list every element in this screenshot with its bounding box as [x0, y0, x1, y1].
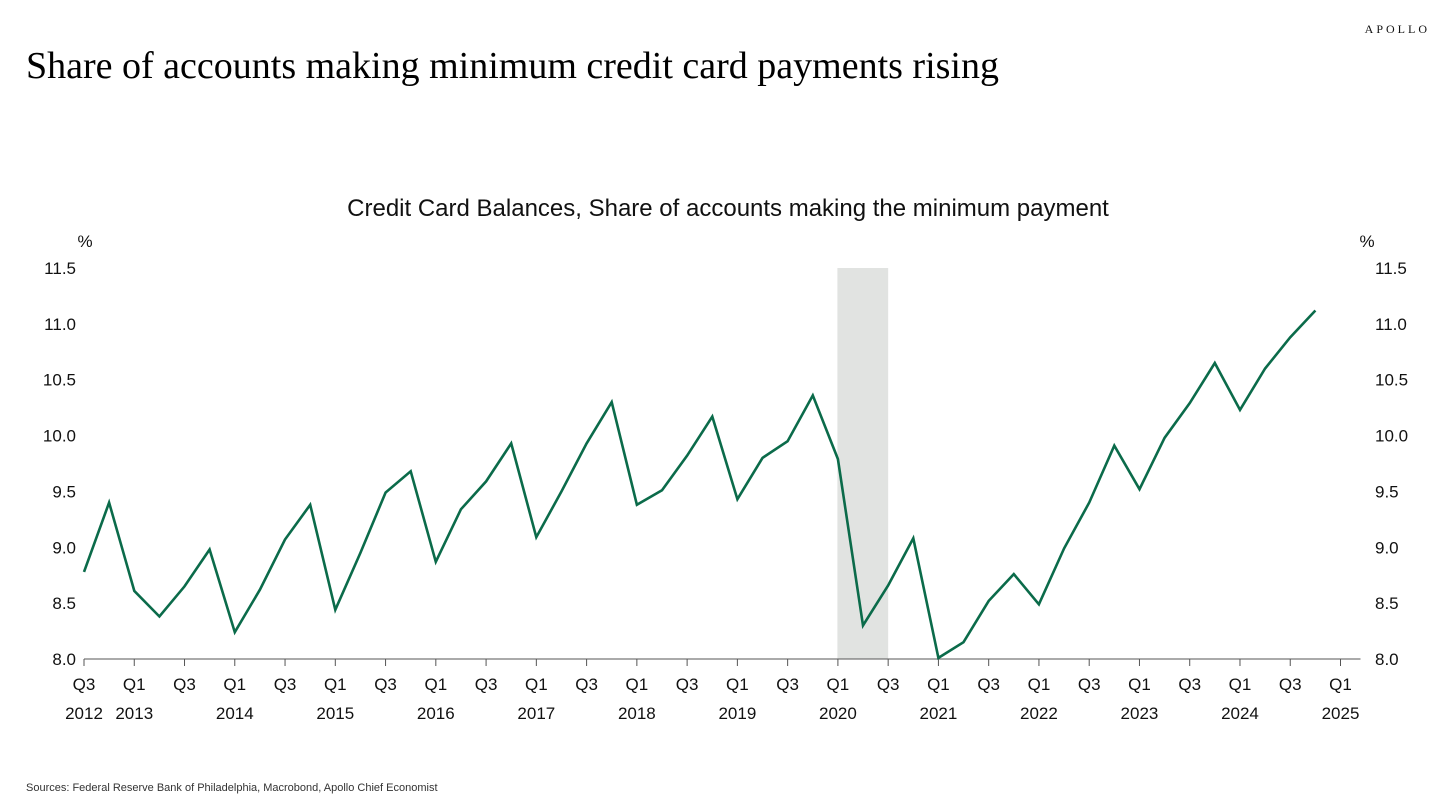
x-tick-quarter-label: Q3: [1078, 675, 1101, 694]
x-tick-quarter-label: Q1: [626, 675, 649, 694]
x-tick-year-label: 2025: [1322, 704, 1360, 723]
x-tick-quarter-label: Q3: [274, 675, 297, 694]
page-headline: Share of accounts making minimum credit …: [26, 45, 999, 87]
x-tick-quarter-label: Q3: [1279, 675, 1302, 694]
x-tick-year-label: 2014: [216, 704, 254, 723]
y-tick-label-right: 8.0: [1375, 650, 1399, 669]
y-axis-right-unit: %: [1359, 232, 1374, 251]
x-tick-quarter-label: Q1: [123, 675, 146, 694]
y-tick-label-left: 11.5: [44, 259, 76, 278]
x-tick-year-label: 2024: [1221, 704, 1259, 723]
x-tick-quarter-label: Q1: [927, 675, 950, 694]
series-line: [82, 309, 1317, 660]
y-tick-label-right: 11.0: [1375, 315, 1407, 334]
recession-band: [837, 268, 889, 659]
y-tick-label-left: 9.5: [52, 482, 76, 501]
x-tick-quarter-label: Q3: [776, 675, 799, 694]
x-tick-quarter-label: Q1: [726, 675, 749, 694]
x-tick-year-label: 2012: [65, 704, 103, 723]
y-tick-label-right: 11.5: [1375, 259, 1407, 278]
x-tick-quarter-label: Q1: [1329, 675, 1352, 694]
x-tick-quarter-label: Q3: [475, 675, 498, 694]
x-tick-year-label: 2021: [920, 704, 958, 723]
x-tick-quarter-label: Q3: [676, 675, 699, 694]
y-tick-label-right: 9.5: [1375, 482, 1399, 501]
apollo-logo: APOLLO: [1364, 22, 1430, 36]
x-tick-quarter-label: Q1: [1028, 675, 1051, 694]
x-tick-quarter-label: Q3: [173, 675, 196, 694]
line-chart: % 8.0 8.5 9.0 9.5 10.0 10.5 11.0 11.5 % 8.0 8.5 9.0…: [43, 232, 1408, 723]
y-tick-label-left: 8.0: [52, 650, 76, 669]
x-tick-year-label: 2020: [819, 704, 857, 723]
x-tick-year-label: 2019: [718, 704, 756, 723]
x-tick-year-label: 2023: [1121, 704, 1159, 723]
x-axis: [83, 658, 1361, 666]
source-footnote: Sources: Federal Reserve Bank of Philade…: [26, 782, 438, 794]
x-tick-year-label: 2017: [517, 704, 555, 723]
x-tick-quarter-label: Q3: [977, 675, 1000, 694]
y-tick-label-left: 11.0: [44, 315, 76, 334]
y-tick-label-left: 10.5: [43, 371, 76, 390]
series-layer: [82, 309, 1317, 660]
x-tick-quarter-label: Q3: [1178, 675, 1201, 694]
y-tick-label-right: 10.5: [1375, 371, 1408, 390]
y-axis-left: % 8.0 8.5 9.0 9.5 10.0 10.5 11.0 11.5: [43, 232, 93, 669]
y-axis-left-unit: %: [77, 232, 92, 251]
recession-band-layer: [837, 268, 889, 659]
y-tick-label-left: 8.5: [52, 594, 76, 613]
x-axis-labels: Q3 2012 Q1 2013 Q3 Q1 2014 Q3 Q1 2015 Q3 Q1 2016 Q3 Q1…: [65, 675, 1359, 723]
x-tick-year-label: 2015: [316, 704, 354, 723]
x-tick-quarter-label: Q1: [424, 675, 447, 694]
x-tick-quarter-label: Q1: [1229, 675, 1252, 694]
x-tick-quarter-label: Q3: [877, 675, 900, 694]
x-tick-quarter-label: Q3: [575, 675, 598, 694]
y-tick-label-right: 9.0: [1375, 538, 1399, 557]
x-tick-quarter-label: Q1: [525, 675, 548, 694]
y-axis-right: % 8.0 8.5 9.0 9.5 10.0 10.5 11.0 11.5: [1359, 232, 1408, 669]
x-tick-quarter-label: Q3: [374, 675, 397, 694]
x-tick-quarter-label: Q1: [827, 675, 850, 694]
x-tick-quarter-label: Q1: [1128, 675, 1151, 694]
x-tick-year-label: 2018: [618, 704, 656, 723]
y-tick-label-right: 8.5: [1375, 594, 1399, 613]
x-tick-year-label: 2016: [417, 704, 455, 723]
y-tick-label-right: 10.0: [1375, 427, 1408, 446]
y-tick-label-left: 9.0: [52, 538, 76, 557]
x-tick-quarter-label: Q1: [324, 675, 347, 694]
x-tick-quarter-label: Q3: [73, 675, 96, 694]
y-tick-label-left: 10.0: [43, 427, 76, 446]
x-tick-year-label: 2013: [115, 704, 153, 723]
x-tick-quarter-label: Q1: [223, 675, 246, 694]
x-tick-year-label: 2022: [1020, 704, 1058, 723]
chart-title: Credit Card Balances, Share of accounts …: [347, 195, 1109, 222]
